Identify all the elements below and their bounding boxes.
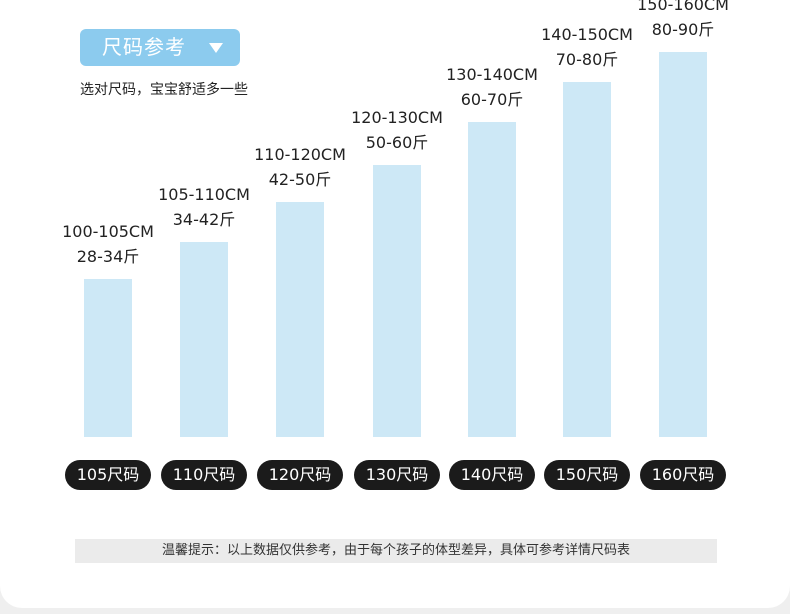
- size-pill: 110尺码: [161, 460, 247, 490]
- weight-label: 42-50斤: [268, 170, 332, 189]
- size-pill: 130尺码: [354, 460, 440, 490]
- weight-label: 60-70斤: [460, 90, 524, 109]
- weight-label: 50-60斤: [365, 133, 429, 152]
- weight-label: 70-80斤: [555, 50, 619, 69]
- note: 温馨提示：以上数据仅供参考，由于每个孩子的体型差异，具体可参考详情尺码表: [75, 539, 717, 563]
- title-badge: 尺码参考: [80, 29, 240, 66]
- size-bar: [468, 122, 516, 437]
- dropdown-icon: [209, 43, 223, 53]
- weight-label: 80-90斤: [651, 20, 715, 39]
- subtitle: 选对尺码，宝宝舒适多一些: [80, 82, 248, 98]
- height-label: 100-105CM: [62, 222, 154, 241]
- height-label: 110-120CM: [254, 145, 346, 164]
- size-pill: 150尺码: [544, 460, 630, 490]
- height-label: 140-150CM: [541, 25, 633, 44]
- height-label: 105-110CM: [158, 185, 250, 204]
- size-bar: [659, 52, 707, 437]
- size-bar: [563, 82, 611, 437]
- height-label: 130-140CM: [446, 65, 538, 84]
- size-bar: [84, 279, 132, 437]
- height-label: 120-130CM: [351, 108, 443, 127]
- title: 尺码参考: [102, 35, 186, 59]
- size-bar: [276, 202, 324, 437]
- size-pill: 105尺码: [65, 460, 151, 490]
- size-bar: [180, 242, 228, 437]
- size-pill: 140尺码: [449, 460, 535, 490]
- weight-label: 34-42斤: [172, 210, 236, 229]
- size-bar: [373, 165, 421, 437]
- height-label: 150-160CM: [637, 0, 729, 14]
- size-pill: 160尺码: [640, 460, 726, 490]
- size-pill: 120尺码: [257, 460, 343, 490]
- weight-label: 28-34斤: [76, 247, 140, 266]
